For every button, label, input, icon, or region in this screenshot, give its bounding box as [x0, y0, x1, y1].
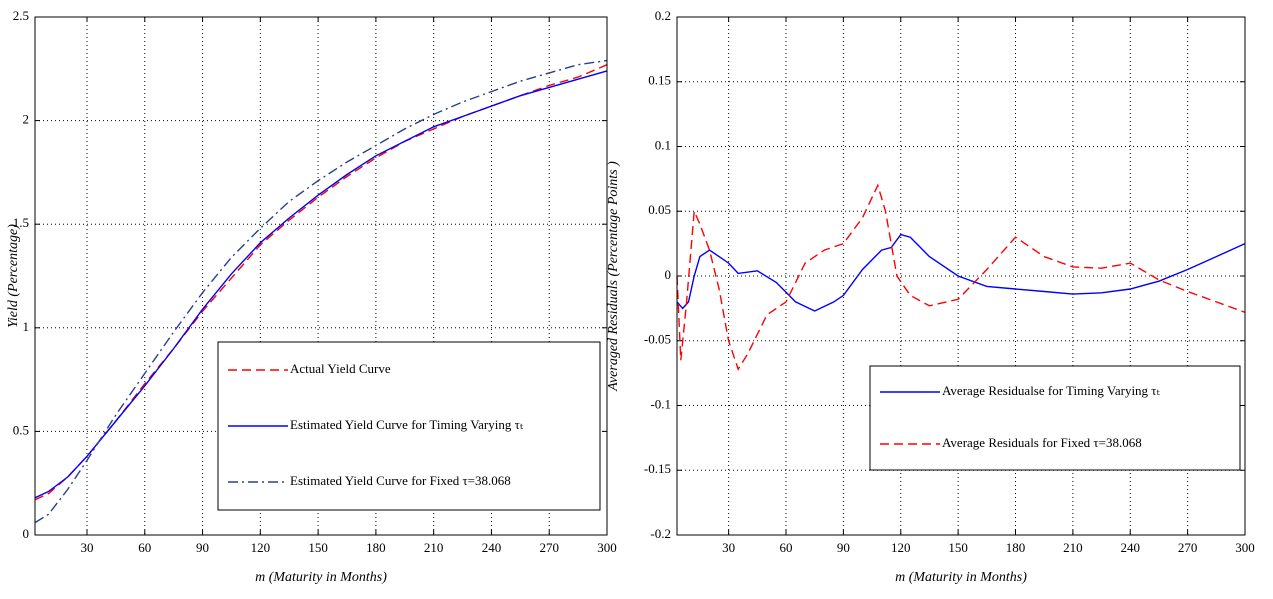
y-tick-label: 0.5	[13, 422, 29, 437]
x-tick-label: 210	[424, 540, 444, 555]
axes-frame	[676, 16, 1246, 536]
y-axis-label: Yield (Percentage)	[6, 224, 21, 328]
x-tick-label: 30	[722, 540, 735, 555]
x-tick-label: 60	[138, 540, 151, 555]
y-tick-label: -0.1	[650, 396, 671, 411]
series-line	[34, 59, 608, 524]
x-tick-label: 180	[1006, 540, 1026, 555]
y-tick-label: 0.2	[655, 8, 671, 23]
x-tick-label: 90	[837, 540, 850, 555]
x-axis-label: m (Maturity in Months)	[255, 570, 387, 585]
y-tick-label: 1	[23, 319, 30, 334]
x-tick-label: 300	[597, 540, 617, 555]
legend-label: Estimated Yield Curve for Timing Varying…	[290, 417, 524, 432]
y-tick-label: -0.2	[650, 526, 671, 541]
x-tick-label: 270	[539, 540, 559, 555]
y-tick-label: 1.5	[13, 215, 29, 230]
y-tick-label: 2.5	[13, 8, 29, 23]
series-line	[676, 183, 1246, 371]
y-tick-label: 0.15	[648, 73, 671, 88]
x-tick-label: 120	[891, 540, 911, 555]
legend-label: Average Residuals for Fixed τ=38.068	[942, 435, 1142, 450]
x-tick-label: 270	[1178, 540, 1198, 555]
x-tick-label: 30	[81, 540, 94, 555]
y-tick-label: 0.05	[648, 202, 671, 217]
legend-box	[869, 365, 1241, 471]
x-tick-label: 300	[1235, 540, 1255, 555]
x-tick-label: 240	[1121, 540, 1141, 555]
x-tick-label: 90	[196, 540, 209, 555]
y-tick-label: -0.15	[644, 461, 671, 476]
x-tick-label: 150	[308, 540, 328, 555]
y-tick-label: 2	[23, 112, 30, 127]
legend-label: Average Residualse for Timing Varying τₜ	[942, 383, 1161, 398]
axes-frame	[34, 16, 608, 536]
x-tick-label: 180	[366, 540, 386, 555]
y-tick-label: 0	[23, 526, 30, 541]
y-axis-label: Averaged Residuals (Percentage Points )	[606, 161, 621, 392]
series-line	[676, 233, 1246, 312]
x-tick-label: 150	[948, 540, 968, 555]
legend-label: Actual Yield Curve	[290, 361, 391, 376]
y-tick-label: 0	[665, 267, 672, 282]
x-axis-label: m (Maturity in Months)	[895, 570, 1027, 585]
x-tick-label: 210	[1063, 540, 1083, 555]
x-tick-label: 120	[251, 540, 271, 555]
legend: Average Residualse for Timing Varying τₜ…	[869, 365, 1241, 471]
x-tick-label: 240	[482, 540, 502, 555]
x-tick-label: 60	[780, 540, 793, 555]
legend: Actual Yield Curve Estimated Yield Curve …	[217, 341, 601, 511]
legend-label: Estimated Yield Curve for Fixed τ=38.068	[290, 473, 511, 488]
y-tick-label: -0.05	[644, 332, 671, 347]
y-tick-label: 0.1	[655, 137, 671, 152]
